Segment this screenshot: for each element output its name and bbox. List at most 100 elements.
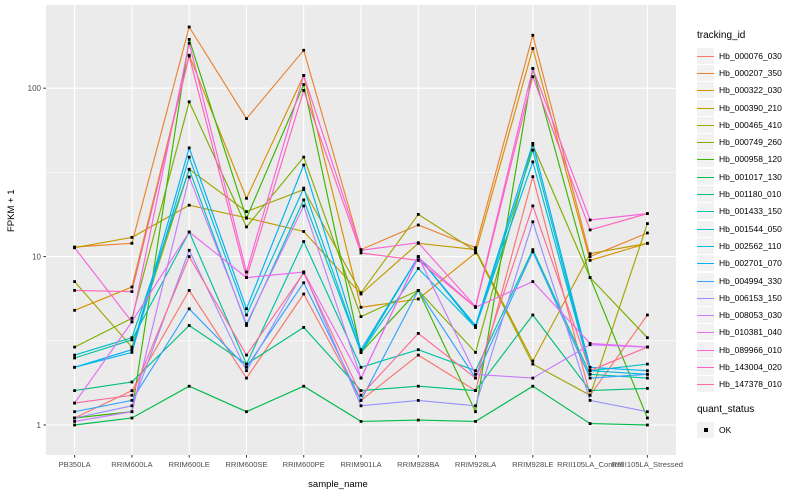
legend-key-swatch bbox=[697, 421, 714, 438]
x-tick-label: RRIM928LA bbox=[455, 460, 497, 469]
data-point bbox=[187, 384, 191, 388]
data-point bbox=[302, 155, 306, 159]
x-tick-label: RRII105LA_Stressed bbox=[612, 460, 683, 469]
data-point bbox=[416, 289, 420, 292]
data-point bbox=[646, 376, 649, 380]
data-point bbox=[588, 255, 592, 258]
legend-key-swatch bbox=[697, 64, 714, 81]
legend-item-label: Hb_006153_150 bbox=[719, 292, 782, 303]
x-tick-label: RRIM600LE bbox=[168, 460, 209, 469]
data-point bbox=[187, 167, 191, 171]
data-point bbox=[73, 246, 76, 250]
legend-line-icon bbox=[697, 297, 714, 299]
data-point bbox=[245, 276, 248, 279]
data-point bbox=[73, 410, 76, 414]
data-point bbox=[359, 305, 363, 309]
legend-key-swatch bbox=[697, 341, 714, 358]
data-point bbox=[302, 186, 306, 190]
data-point bbox=[302, 163, 306, 167]
data-point bbox=[73, 345, 76, 349]
data-point bbox=[416, 223, 420, 227]
data-point bbox=[187, 203, 191, 207]
data-point bbox=[646, 369, 649, 373]
legend-key-swatch bbox=[697, 99, 714, 116]
data-point bbox=[187, 146, 191, 150]
data-point bbox=[245, 369, 248, 373]
data-point bbox=[245, 376, 248, 380]
data-point bbox=[302, 204, 306, 208]
legend-item-label: Hb_000207_350 bbox=[719, 67, 782, 78]
legend-key-swatch bbox=[697, 116, 714, 133]
legend-key-swatch bbox=[697, 255, 714, 272]
data-point bbox=[646, 313, 649, 317]
legend-key-swatch bbox=[697, 203, 714, 220]
legend-line-icon bbox=[697, 280, 714, 282]
data-point bbox=[187, 175, 191, 179]
data-point bbox=[646, 212, 649, 215]
legend-key-swatch bbox=[697, 324, 714, 341]
legend-item-Hb_147378_010: Hb_147378_010 bbox=[697, 376, 797, 393]
legend-key-swatch bbox=[697, 376, 714, 393]
data-point bbox=[245, 324, 248, 327]
data-point bbox=[588, 365, 592, 369]
data-point bbox=[588, 218, 592, 222]
data-point bbox=[531, 175, 535, 179]
data-point bbox=[531, 160, 535, 164]
legend-key-swatch bbox=[697, 358, 714, 375]
data-point bbox=[359, 420, 363, 423]
legend-item-Hb_002701_070: Hb_002701_070 bbox=[697, 255, 797, 272]
data-point bbox=[646, 410, 649, 414]
legend-item-label: Hb_008053_030 bbox=[719, 310, 782, 321]
legend-item-Hb_089966_010: Hb_089966_010 bbox=[697, 341, 797, 358]
legend-item-Hb_001017_130: Hb_001017_130 bbox=[697, 168, 797, 185]
legend-item-Hb_143004_020: Hb_143004_020 bbox=[697, 358, 797, 375]
legend-item-label: OK bbox=[719, 424, 732, 435]
data-point bbox=[359, 251, 363, 255]
data-point bbox=[416, 267, 420, 270]
legend-key-swatch bbox=[697, 134, 714, 151]
x-tick-label: RRIM600LA bbox=[111, 460, 153, 469]
data-point bbox=[416, 348, 420, 352]
legend-item-Hb_000322_030: Hb_000322_030 bbox=[697, 82, 797, 99]
legend-line-icon bbox=[697, 315, 714, 317]
legend-key-swatch bbox=[697, 307, 714, 324]
legend-item-Hb_001180_010: Hb_001180_010 bbox=[697, 185, 797, 203]
data-point bbox=[302, 292, 306, 296]
data-point bbox=[588, 252, 592, 256]
data-point bbox=[474, 420, 477, 423]
data-point bbox=[187, 41, 191, 45]
data-point bbox=[531, 47, 535, 50]
data-point bbox=[416, 297, 420, 301]
legend-line-icon bbox=[697, 211, 714, 213]
legend-item-Hb_000390_210: Hb_000390_210 bbox=[697, 99, 797, 116]
data-point bbox=[245, 362, 248, 366]
data-point bbox=[588, 399, 592, 402]
data-point bbox=[187, 248, 191, 252]
x-tick-label: RRIM901LA bbox=[340, 460, 382, 469]
legend-item-quant-OK: OK bbox=[697, 421, 797, 438]
data-point bbox=[588, 276, 592, 279]
legend-line-icon bbox=[697, 159, 714, 161]
data-point bbox=[130, 399, 134, 402]
data-point bbox=[245, 196, 248, 200]
data-point bbox=[302, 188, 306, 191]
data-point bbox=[130, 380, 134, 384]
legend-item-Hb_000207_350: Hb_000207_350 bbox=[697, 64, 797, 81]
data-point bbox=[474, 404, 477, 408]
data-point bbox=[646, 423, 649, 427]
data-point bbox=[646, 387, 649, 390]
data-point bbox=[531, 143, 535, 147]
data-point bbox=[302, 74, 306, 77]
data-point bbox=[73, 420, 76, 423]
legend-item-label: Hb_001433_150 bbox=[719, 206, 782, 217]
y-tick-label: 1 bbox=[37, 421, 42, 430]
data-point bbox=[130, 345, 134, 349]
data-point bbox=[187, 289, 191, 292]
data-point bbox=[187, 255, 191, 258]
data-point bbox=[359, 315, 363, 318]
data-point bbox=[588, 259, 592, 262]
legend-item-Hb_000465_410: Hb_000465_410 bbox=[697, 116, 797, 133]
data-point bbox=[359, 376, 363, 380]
legend: tracking_id Hb_000076_030 Hb_000207_350 Hb… bbox=[697, 30, 797, 438]
